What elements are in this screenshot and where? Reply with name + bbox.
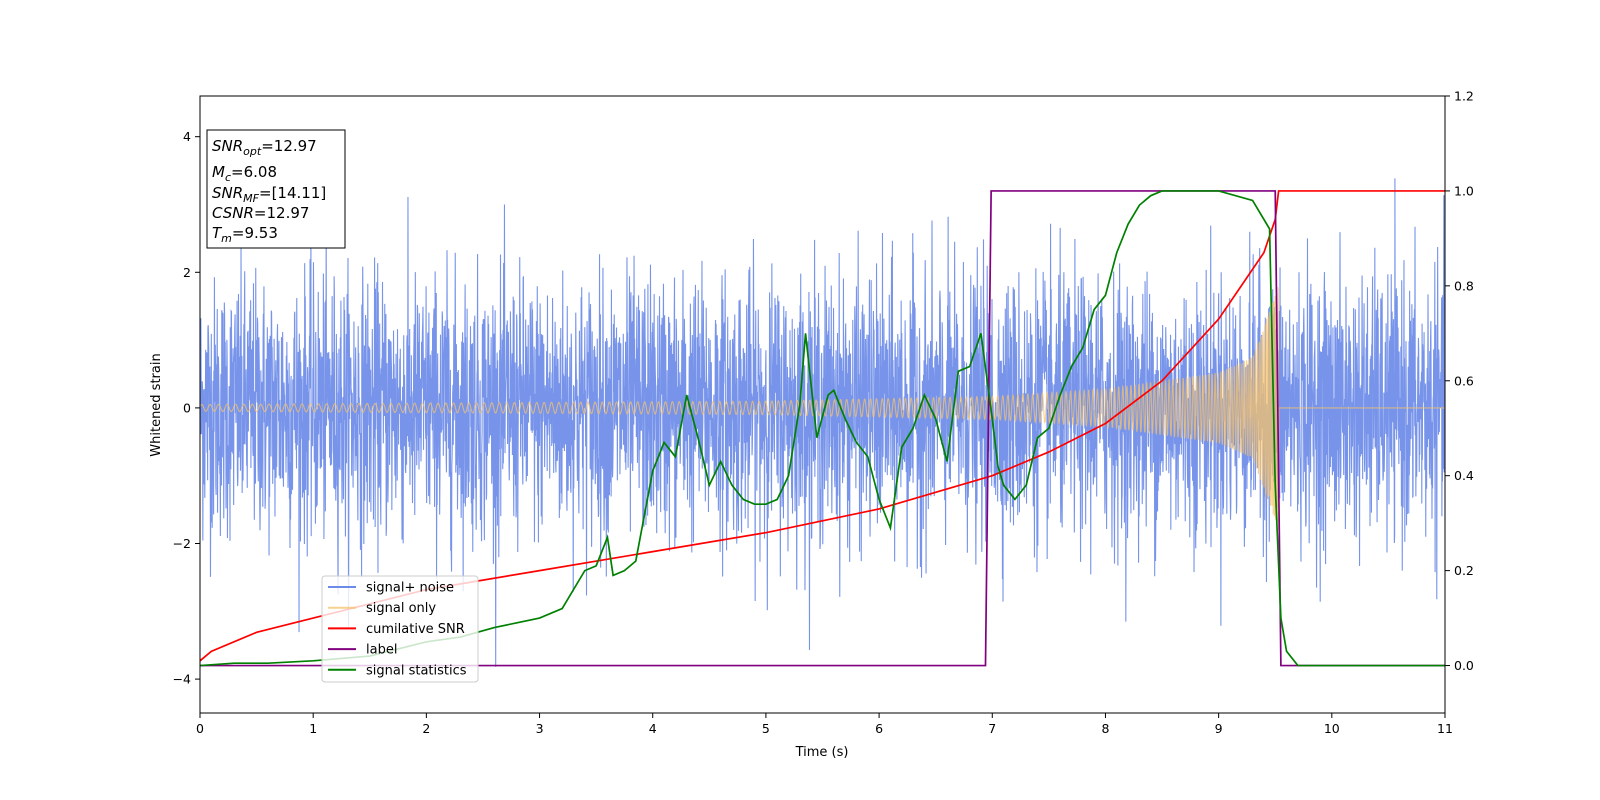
stats-line: SNRMF=[14.11] (212, 184, 326, 205)
y-axis-left: −4 −2 0 2 4 (173, 129, 200, 687)
y-right-tick-label: 0.6 (1454, 373, 1474, 388)
y-right-tick-label: 1.0 (1454, 183, 1474, 198)
stats-line: SNRopt=12.97 (212, 137, 317, 158)
y-right-tick-label: 0.8 (1454, 278, 1474, 293)
y-left-tick-label: −2 (173, 536, 191, 551)
y-axis-label: Whitened strain (149, 353, 164, 456)
legend: signal+ noise signal only cumilative SNR la… (321, 575, 479, 683)
x-tick-label: 0 (196, 721, 204, 736)
x-tick-label: 2 (422, 721, 430, 736)
stats-line: CSNR=12.97 (212, 204, 309, 222)
x-tick-label: 10 (1324, 721, 1340, 736)
series-signal-statistics (200, 190, 1445, 667)
stats-box-frame (206, 129, 346, 249)
x-tick-label: 8 (1101, 721, 1109, 736)
x-tick-label: 6 (875, 721, 883, 736)
y-axis-right: 0.0 0.2 0.4 0.6 0.8 1.0 1.2 (1445, 89, 1474, 673)
series-signal-only (200, 287, 1445, 530)
legend-label: signal+ noise (366, 581, 454, 596)
y-left-tick-label: 4 (183, 129, 191, 144)
x-tick-label: 3 (536, 721, 544, 736)
legend-label: signal only (366, 601, 436, 616)
y-right-tick-label: 0.2 (1454, 563, 1474, 578)
y-left-tick-label: −4 (173, 672, 191, 687)
legend-label: label (366, 643, 397, 658)
series-signal-noise (200, 178, 1445, 667)
plot-frame (199, 95, 1446, 714)
y-right-tick-label: 0.4 (1454, 468, 1474, 483)
legend-label: signal statistics (366, 663, 467, 678)
stats-line: Mc=6.08 (212, 163, 277, 184)
y-left-tick-label: 2 (183, 265, 191, 280)
x-tick-label: 7 (988, 721, 996, 736)
x-tick-label: 5 (762, 721, 770, 736)
y-right-tick-label: 1.2 (1454, 89, 1474, 104)
legend-frame (321, 575, 479, 683)
x-axis-label: Time (s) (795, 745, 849, 760)
x-tick-label: 4 (649, 721, 657, 736)
x-tick-label: 9 (1215, 721, 1223, 736)
y-right-tick-label: 0.0 (1454, 658, 1474, 673)
x-tick-label: 1 (309, 721, 317, 736)
x-axis: 0 1 2 3 4 5 6 7 8 9 10 11 (196, 713, 1453, 736)
x-tick-label: 11 (1437, 721, 1453, 736)
stats-annotation: SNRopt=12.97 Mc=6.08SNRMF=[14.11]CSNR=12.… (206, 129, 346, 249)
legend-label: cumilative SNR (366, 622, 465, 637)
y-left-tick-label: 0 (183, 400, 191, 415)
stats-line: Tm=9.53 (212, 224, 278, 245)
